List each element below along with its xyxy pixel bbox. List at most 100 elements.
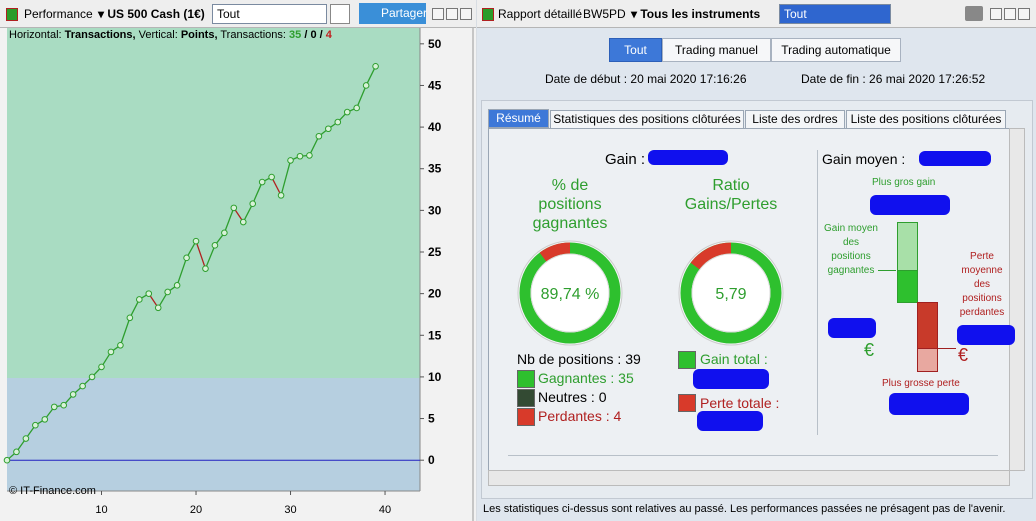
icon: [6, 8, 18, 21]
point: [268, 173, 275, 181]
instrument[interactable]: ▾ US 500 Cash (1€): [98, 7, 205, 21]
avg-gain-bar: [897, 270, 918, 303]
redaction: [693, 369, 769, 389]
v-scrollbar[interactable]: [1009, 128, 1025, 471]
window-button[interactable]: [432, 8, 444, 20]
point: [296, 152, 304, 160]
point: [79, 382, 86, 390]
icon: [482, 8, 494, 21]
y-tick-label: 35: [428, 162, 442, 176]
h-scrollbar[interactable]: [488, 470, 1010, 486]
loss-count: 4: [325, 29, 332, 41]
redaction: [870, 195, 950, 215]
segment: [223, 207, 235, 234]
biggest-gain-label: Plus gros gain: [872, 177, 936, 188]
point: [32, 421, 39, 429]
start-date: Date de début : 20 mai 2020 17:16:26: [545, 72, 747, 86]
point: [277, 192, 285, 199]
biggest-loss-bar: [917, 348, 938, 372]
window-button[interactable]: [1018, 8, 1030, 20]
segment: [195, 240, 207, 269]
instruments[interactable]: ▾ Tous les instruments: [631, 7, 761, 21]
header-text: Transactions,: [64, 29, 136, 41]
window-button[interactable]: [446, 8, 458, 20]
copyright: © IT-Finance.com: [9, 485, 96, 497]
redaction: [889, 393, 969, 415]
x-tick-label: 30: [284, 504, 296, 516]
instrument-name: US 500 Cash (1€): [107, 7, 205, 21]
value: 4: [613, 408, 622, 424]
tab[interactable]: Liste des positions clôturées: [846, 110, 1006, 129]
point: [60, 401, 68, 409]
tab-label[interactable]: Performance: [24, 7, 93, 21]
right-toolbar: Rapport détaillé BW5PD ▾ Tous les instru…: [477, 0, 1036, 28]
period-select[interactable]: Tout: [779, 4, 891, 24]
ratio-title: Ratio Gains/Pertes: [684, 177, 778, 213]
upper-zone: [7, 28, 420, 378]
value: 0: [598, 389, 607, 405]
redaction: [828, 318, 876, 338]
donuts: 89,74 % 5,79: [517, 240, 784, 346]
positions: Nb de positions : 39: [517, 351, 641, 367]
x-tick-label: 10: [95, 504, 107, 516]
tab[interactable]: Statistiques des positions clôturées: [550, 110, 744, 129]
redaction: [919, 151, 991, 166]
donut-loss: [519, 242, 621, 344]
value: 35: [618, 370, 634, 386]
point: [202, 265, 209, 272]
point: [173, 282, 181, 289]
point: [117, 341, 124, 349]
point: [13, 448, 20, 456]
pointer: [938, 348, 956, 349]
settings-button[interactable]: [330, 4, 350, 24]
segment: [280, 160, 292, 196]
mode-button[interactable]: Trading manuel: [662, 38, 771, 62]
point: [343, 108, 351, 116]
x-tick-label: 40: [379, 504, 391, 516]
window-button[interactable]: [1004, 8, 1016, 20]
total-gain-label: Gain total :: [700, 351, 768, 367]
print-button[interactable]: [965, 6, 983, 21]
divider: [817, 150, 818, 435]
segment: [365, 66, 377, 86]
y-tick-label: 50: [428, 37, 442, 51]
period-select[interactable]: Tout: [212, 4, 327, 24]
report-title: Rapport détaillé: [498, 7, 583, 21]
y-tick-label: 25: [428, 245, 442, 259]
point: [136, 296, 143, 303]
share-button[interactable]: Partager: [359, 3, 427, 24]
donut-loss: [680, 242, 782, 344]
point: [145, 290, 153, 297]
left-toolbar: Performance ▾ US 500 Cash (1€) Tout Part…: [0, 0, 476, 28]
win-count: 35: [289, 29, 302, 41]
mode-button[interactable]: Tout: [609, 38, 662, 62]
avg-losing-label: Perte moyenne des positions perdantes: [959, 251, 1005, 318]
losers: Perdantes : 4: [538, 408, 621, 424]
segment: [271, 176, 282, 196]
header-text: Points,: [180, 29, 218, 41]
redaction: [648, 150, 728, 165]
tab[interactable]: Liste des ordres: [745, 110, 845, 129]
segment: [242, 203, 254, 223]
segment: [119, 317, 131, 346]
point: [353, 104, 360, 112]
total-loss-label: Perte totale :: [700, 395, 780, 411]
point: [334, 118, 342, 126]
segment: [129, 299, 140, 319]
point: [41, 416, 49, 423]
y-tick-label: 10: [428, 370, 442, 384]
separator: /: [304, 29, 308, 41]
account[interactable]: BW5PD: [583, 7, 626, 21]
y-tick-label: 20: [428, 287, 442, 301]
point: [362, 82, 370, 89]
tab[interactable]: Résumé: [488, 109, 549, 128]
y-tick-label: 5: [428, 412, 435, 426]
neutral: Neutres : 0: [538, 389, 607, 405]
point: [98, 363, 105, 371]
mode-button[interactable]: Trading automatique: [771, 38, 901, 62]
label: Gagnantes :: [538, 370, 615, 386]
window-button[interactable]: [460, 8, 472, 20]
window-button[interactable]: [990, 8, 1002, 20]
segment: [176, 257, 188, 286]
